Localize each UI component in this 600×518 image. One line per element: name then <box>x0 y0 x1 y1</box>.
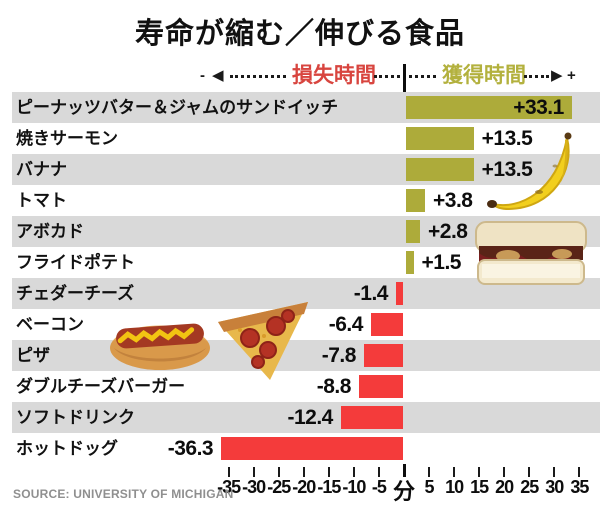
bar <box>340 406 403 429</box>
chart-row: バナナ +13.5 <box>12 154 600 185</box>
axis-tick-label: -10 <box>342 477 366 497</box>
axis-tick <box>277 467 280 477</box>
axis-legend: - ◀ 損失時間 獲得時間 ▶ + <box>0 62 600 90</box>
axis-tick <box>327 467 330 477</box>
axis-tick <box>553 467 556 477</box>
category-label: ダブルチーズバーガー <box>16 377 186 396</box>
bar <box>406 96 572 119</box>
chart-row: ピザ -7.8 <box>12 340 600 371</box>
axis-tick <box>377 467 380 477</box>
axis-tick <box>453 467 456 477</box>
axis-tick-label: 10 <box>445 477 464 497</box>
axis-tick-label: -5 <box>371 477 387 497</box>
bar <box>406 158 474 181</box>
banana-image <box>479 126 589 218</box>
category-label: チェダーチーズ <box>16 284 135 303</box>
category-label: ピーナッツバター＆ジャムのサンドイッチ <box>16 98 339 117</box>
axis-tick-label: -15 <box>317 477 341 497</box>
category-label: ソフトドリンク <box>16 408 135 427</box>
axis-tick <box>252 467 255 477</box>
dotted-line <box>524 75 549 78</box>
chart-row: ホットドッグ -36.3 <box>12 433 600 464</box>
value-label: +3.8 <box>433 189 473 212</box>
arrow-left-icon: ◀ <box>212 67 224 84</box>
axis-tick <box>528 467 531 477</box>
bar <box>406 220 421 243</box>
page-title: 寿命が縮む／伸びる食品 <box>134 18 465 50</box>
value-label: +2.8 <box>428 220 468 243</box>
category-label: トマト <box>16 191 67 210</box>
source-credit: SOURCE: UNIVERSITY OF MICHIGAN <box>13 487 234 501</box>
pbj-sandwich-image <box>470 220 592 290</box>
value-label: +13.5 <box>481 127 533 150</box>
bar <box>370 313 403 336</box>
category-label: バナナ <box>16 160 67 179</box>
plus-sign: + <box>567 67 576 84</box>
dotted-line <box>374 75 400 78</box>
axis-tick-label: 5 <box>424 477 435 497</box>
value-label: -36.3 <box>167 437 214 460</box>
axis-tick <box>428 467 431 477</box>
axis-tick-label: -25 <box>267 477 291 497</box>
axis-tick-label: -20 <box>292 477 316 497</box>
bar <box>406 189 426 212</box>
value-label: +13.5 <box>481 158 533 181</box>
axis-tick-label: 20 <box>495 477 514 497</box>
axis-tick <box>478 467 481 477</box>
minus-sign: - <box>200 67 205 84</box>
dotted-line <box>409 75 436 78</box>
category-label: アボカド <box>16 222 84 241</box>
dotted-line <box>230 75 286 78</box>
axis-tick <box>578 467 581 477</box>
value-label: +1.5 <box>421 251 462 274</box>
chart-row: トマト +3.8 <box>12 185 600 216</box>
bar <box>395 282 403 305</box>
axis-tick-label: 35 <box>570 477 589 497</box>
axis-tick-label: -35 <box>217 477 241 497</box>
value-label: +33.1 <box>513 96 564 119</box>
chart-row: ダブルチーズバーガー -8.8 <box>12 371 600 402</box>
axis-unit-label: 分 <box>392 479 415 504</box>
bar-chart: ピーナッツバター＆ジャムのサンドイッチ +33.1 焼きサーモン +13.5 バナナ +1… <box>0 92 600 464</box>
x-axis: -35 -30 -25 -20 -15 -10 -5 分 5 10 15 20 25 30 35 <box>0 464 600 508</box>
axis-tick <box>302 467 305 477</box>
axis-tick <box>227 467 230 477</box>
pizza-slice-image <box>212 292 316 382</box>
bar <box>358 375 403 398</box>
chart-row: ピーナッツバター＆ジャムのサンドイッチ +33.1 <box>12 92 600 123</box>
axis-tick-label: -30 <box>242 477 266 497</box>
bar <box>221 437 403 460</box>
category-label: フライドポテト <box>16 253 135 272</box>
chart-row: ソフトドリンク -12.4 <box>12 402 600 433</box>
axis-tick-label: 25 <box>520 477 539 497</box>
axis-tick <box>352 467 355 477</box>
chart-row: 焼きサーモン +13.5 <box>12 123 600 154</box>
gain-time-label: 獲得時間 <box>442 64 526 87</box>
value-label: -8.8 <box>316 375 352 398</box>
bar <box>363 344 403 367</box>
arrow-right-icon: ▶ <box>551 67 563 84</box>
value-label: -7.8 <box>321 344 357 367</box>
category-label: 焼きサーモン <box>16 129 118 148</box>
axis-tick-label: 15 <box>470 477 489 497</box>
chart-row: ベーコン -6.4 <box>12 309 600 340</box>
hot-dog-image <box>106 296 214 376</box>
value-label: -12.4 <box>287 406 334 429</box>
value-label: -1.4 <box>353 282 389 305</box>
bar <box>406 127 474 150</box>
category-label: ホットドッグ <box>16 439 118 458</box>
axis-tick-label: 30 <box>545 477 564 497</box>
bar <box>406 251 414 274</box>
category-label: ピザ <box>16 346 50 365</box>
loss-time-label: 損失時間 <box>292 64 376 87</box>
axis-tick <box>503 467 506 477</box>
value-label: -6.4 <box>328 313 364 336</box>
category-label: ベーコン <box>16 315 84 334</box>
